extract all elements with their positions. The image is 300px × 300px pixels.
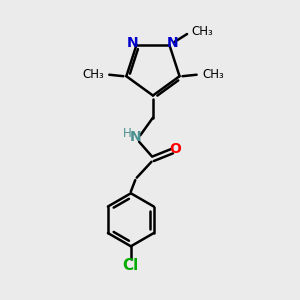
Text: CH₃: CH₃	[191, 25, 213, 38]
Text: N: N	[130, 130, 141, 144]
Text: N: N	[167, 37, 179, 50]
Text: Cl: Cl	[123, 258, 139, 273]
Text: H: H	[123, 127, 132, 140]
Text: N: N	[127, 37, 139, 50]
Text: CH₃: CH₃	[202, 68, 224, 81]
Text: O: O	[170, 142, 182, 156]
Text: CH₃: CH₃	[82, 68, 104, 81]
